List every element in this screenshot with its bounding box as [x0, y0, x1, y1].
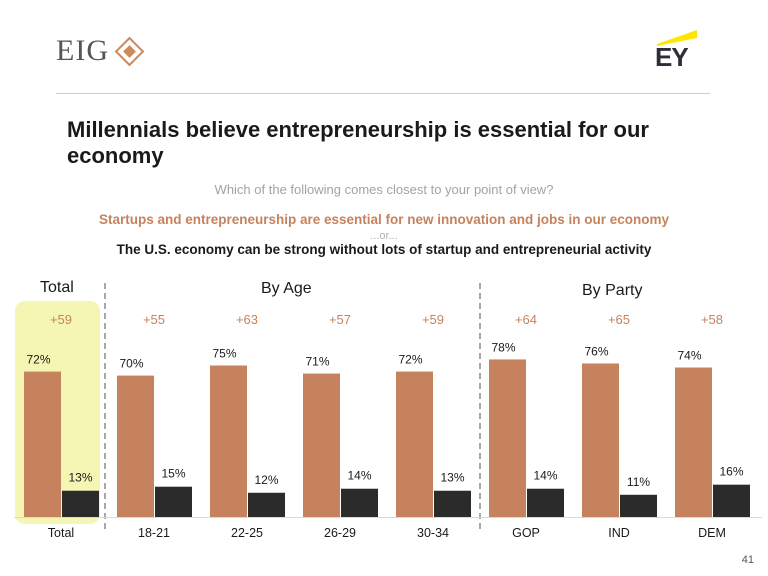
bar-essential: [210, 365, 247, 517]
eig-logo: EIG: [56, 34, 145, 68]
data-label-not-essential: 14%: [347, 469, 371, 483]
response-option-essential: Startups and entrepreneurship are essent…: [98, 212, 670, 227]
net-difference-label: +58: [701, 312, 723, 327]
ey-beam-icon: [657, 30, 697, 46]
x-tick-label: 30-34: [417, 526, 449, 540]
response-option-not-essential: The U.S. economy can be strong without l…: [116, 242, 652, 257]
net-difference-label: +55: [143, 312, 165, 327]
x-tick-label: IND: [608, 526, 630, 540]
data-label-not-essential: 13%: [440, 471, 464, 485]
net-difference-label: +57: [329, 312, 351, 327]
page-number: 41: [741, 554, 754, 566]
x-tick-label: 22-25: [231, 526, 263, 540]
group-label-total: Total: [40, 279, 74, 296]
bar-essential: [24, 371, 61, 517]
bar-essential: [582, 363, 619, 517]
data-label-not-essential: 13%: [68, 471, 92, 485]
page-title: Millennials believe entrepreneurship is …: [67, 117, 649, 168]
ey-logo: EY: [653, 28, 701, 78]
data-label-not-essential: 16%: [719, 465, 743, 479]
bar-essential: [303, 373, 340, 517]
data-label-essential: 78%: [491, 340, 515, 354]
data-label-essential: 70%: [119, 357, 143, 371]
data-label-essential: 74%: [677, 349, 701, 363]
data-label-essential: 72%: [26, 353, 50, 367]
bar-essential: [396, 371, 433, 517]
group-label-age: By Age: [261, 280, 312, 297]
party-divider: [479, 283, 481, 529]
data-label-not-essential: 12%: [254, 473, 278, 487]
net-difference-label: +59: [50, 312, 72, 327]
age-divider: [104, 283, 106, 529]
x-tick-label: 26-29: [324, 526, 356, 540]
ey-logo-text: EY: [655, 42, 689, 72]
bar-not-essential: [248, 492, 285, 517]
x-tick-label: 18-21: [138, 526, 170, 540]
header-divider: [56, 93, 710, 94]
bar-not-essential: [62, 490, 99, 517]
bar-not-essential: [341, 488, 378, 517]
net-difference-label: +63: [236, 312, 258, 327]
data-label-not-essential: 11%: [627, 475, 650, 489]
bar-not-essential: [713, 484, 750, 517]
bar-essential: [489, 359, 526, 517]
bar-not-essential: [620, 494, 657, 517]
net-difference-label: +59: [422, 312, 444, 327]
data-label-not-essential: 14%: [533, 469, 557, 483]
bar-essential: [117, 375, 154, 517]
bar-essential: [675, 367, 712, 517]
data-label-essential: 76%: [584, 344, 608, 358]
bar-not-essential: [527, 488, 564, 517]
x-tick-label: DEM: [698, 526, 726, 540]
net-difference-label: +65: [608, 312, 630, 327]
survey-question: Which of the following comes closest to …: [214, 182, 554, 197]
data-label-essential: 72%: [398, 353, 422, 367]
group-label-party: By Party: [582, 282, 643, 299]
net-difference-label: +64: [515, 312, 537, 327]
bar-not-essential: [155, 486, 192, 517]
x-tick-label: Total: [48, 526, 74, 540]
x-tick-label: GOP: [512, 526, 540, 540]
or-separator: ...or...: [370, 230, 398, 242]
data-label-essential: 71%: [305, 355, 329, 369]
data-label-not-essential: 15%: [161, 467, 185, 481]
bar-not-essential: [434, 490, 471, 517]
data-label-essential: 75%: [212, 347, 236, 361]
eig-logo-text: EIG: [56, 34, 109, 67]
